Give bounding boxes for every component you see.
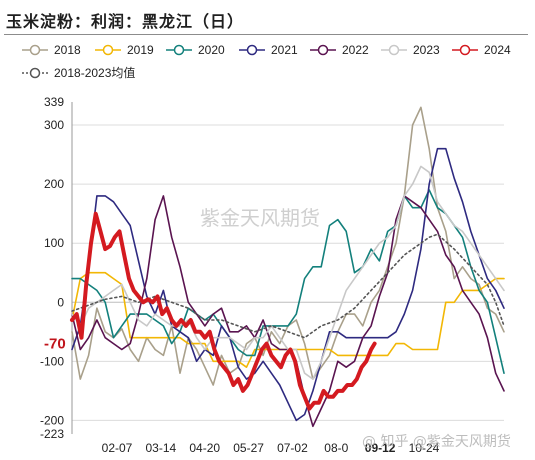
legend-marker: [459, 44, 471, 56]
legend-marker: [29, 44, 41, 56]
legend-item[interactable]: 2023: [381, 43, 440, 57]
legend-marker: [246, 44, 258, 56]
legend-marker: [173, 44, 185, 56]
y-tick-label: 100: [44, 236, 64, 250]
x-tick-label: 04-20: [189, 441, 220, 455]
x-tick-label: 05-27: [233, 441, 264, 455]
x-tick-label: 08-0: [324, 441, 348, 455]
legend-item[interactable]: 2020: [166, 43, 225, 57]
chart-title: 玉米淀粉：利润：黑龙江（日）: [6, 12, 245, 31]
series-line-6: [70, 211, 377, 411]
legend-item[interactable]: 2018: [22, 43, 81, 57]
series-line-2: [71, 189, 505, 375]
x-tick-label: 02-07: [102, 441, 133, 455]
x-axis-ticks: 02-07 03-14 04-20 05-27 07-02 08-0 09-12 10-24: [102, 441, 440, 455]
y-tick-label: 300: [44, 118, 64, 132]
y-axis-ticks: 339 300 200 100 0 -100 -200-223: [40, 95, 64, 441]
y-tick-label: 339: [44, 95, 64, 109]
title-divider: [4, 34, 528, 35]
series-line-4: [71, 195, 505, 428]
legend: 2018 2019 2020 2021 2022 2023 2024 2018-2023均值: [22, 43, 511, 80]
annotations: -70: [44, 336, 66, 353]
y-tick-label: 0: [57, 295, 64, 309]
legend-marker: [29, 67, 41, 79]
y-tick-label: -200: [40, 413, 64, 427]
legend-marker: [102, 44, 114, 56]
watermark-center: 紫金天风期货: [200, 206, 320, 230]
legend-label: 2021: [271, 43, 298, 57]
legend-label: 2019: [127, 43, 154, 57]
legend-label: 2024: [484, 43, 511, 57]
legend-label: 2022: [342, 43, 369, 57]
legend-item[interactable]: 2022: [310, 43, 369, 57]
legend-label: 2018: [54, 43, 81, 57]
legend-item[interactable]: 2019: [95, 43, 154, 57]
x-tick-label: 07-02: [277, 441, 308, 455]
legend-item[interactable]: 2018-2023均值: [22, 65, 135, 80]
legend-label: 2018-2023均值: [54, 65, 135, 80]
grid: [71, 102, 504, 434]
legend-marker: [317, 44, 329, 56]
series-line-5: [71, 165, 505, 380]
x-tick-label: 03-14: [146, 441, 177, 455]
series-lines: [70, 106, 505, 428]
y-tick-label: -223: [40, 427, 64, 441]
x-tick-label: 10-24: [409, 441, 440, 455]
legend-marker: [388, 44, 400, 56]
legend-label: 2023: [413, 43, 440, 57]
series-line-3: [71, 147, 505, 422]
y-tick-label: -100: [40, 354, 64, 368]
legend-label: 2020: [198, 43, 225, 57]
annotation-label: -70: [44, 336, 66, 353]
watermark-corner: @ 知乎 @紫金天风期货: [362, 433, 511, 450]
x-tick-label: 09-12: [365, 441, 396, 455]
legend-item[interactable]: 2024: [452, 43, 511, 57]
legend-item[interactable]: 2021: [239, 43, 298, 57]
y-tick-label: 200: [44, 177, 64, 191]
